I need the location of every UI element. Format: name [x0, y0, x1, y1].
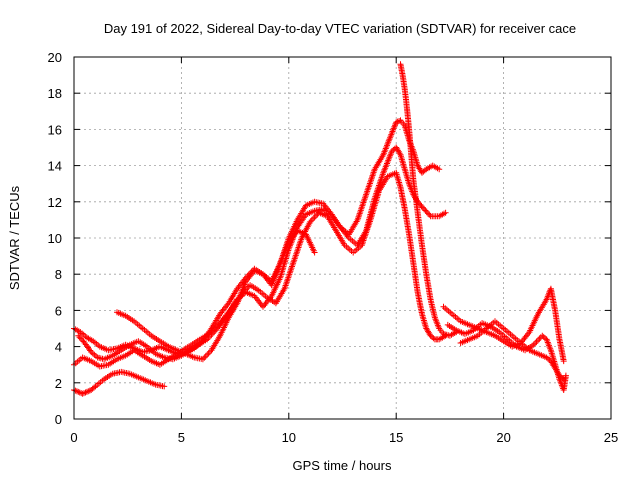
chart-title: Day 191 of 2022, Sidereal Day-to-day VTE… — [104, 21, 576, 36]
y-tick-label: 0 — [55, 412, 62, 427]
series-track-2 — [71, 144, 449, 370]
data-point — [425, 210, 431, 217]
data-point — [79, 390, 86, 397]
y-tick-label: 4 — [55, 340, 62, 355]
y-tick-label: 12 — [48, 195, 62, 210]
x-tick-label: 15 — [389, 430, 403, 445]
data-point — [73, 388, 80, 395]
y-tick-label: 2 — [55, 376, 62, 391]
data-point — [76, 334, 83, 341]
grid — [74, 57, 611, 419]
y-tick-label: 14 — [48, 159, 62, 174]
data-point — [75, 388, 82, 395]
y-tick-label: 20 — [48, 50, 62, 65]
data-point — [311, 214, 318, 221]
data-point — [442, 209, 449, 216]
x-tick-label: 0 — [70, 430, 77, 445]
series-track-1 — [71, 117, 443, 357]
series-track-6 — [397, 61, 460, 339]
x-axis-label: GPS time / hours — [293, 458, 392, 473]
data-point — [436, 166, 443, 173]
data-point — [82, 389, 89, 396]
data-point — [562, 372, 569, 379]
series-track-3 — [75, 169, 449, 363]
data-point — [310, 215, 317, 222]
ticks: 0 5 10 15 20 25 0 2 4 6 8 10 12 14 16 18 20 — [48, 50, 619, 445]
data-point — [204, 351, 211, 358]
y-tick-label: 8 — [55, 267, 62, 282]
x-tick-label: 20 — [496, 430, 510, 445]
data-point — [396, 150, 403, 157]
data-point — [396, 118, 403, 124]
data-point — [205, 350, 212, 357]
data-point — [393, 119, 400, 126]
series-track-9 — [457, 318, 567, 383]
data-point — [560, 358, 567, 365]
data-point — [201, 354, 208, 361]
y-axis-label: SDTVAR / TECUs — [7, 185, 22, 290]
data-point — [422, 207, 429, 214]
data-point — [419, 204, 426, 211]
y-tick-label: 16 — [48, 122, 62, 137]
data-point — [83, 388, 90, 395]
data-point — [535, 337, 541, 344]
data-point — [311, 249, 318, 256]
y-tick-label: 6 — [55, 303, 62, 318]
series-track-4 — [114, 227, 318, 363]
y-tick-label: 10 — [48, 231, 62, 246]
x-tick-label: 10 — [282, 430, 296, 445]
y-tick-label: 18 — [48, 86, 62, 101]
x-tick-label: 25 — [604, 430, 618, 445]
x-tick-label: 5 — [178, 430, 185, 445]
data-point — [533, 338, 540, 345]
data-point — [560, 376, 567, 383]
data-point — [559, 375, 566, 381]
data-points — [71, 61, 569, 397]
data-point — [161, 383, 168, 390]
